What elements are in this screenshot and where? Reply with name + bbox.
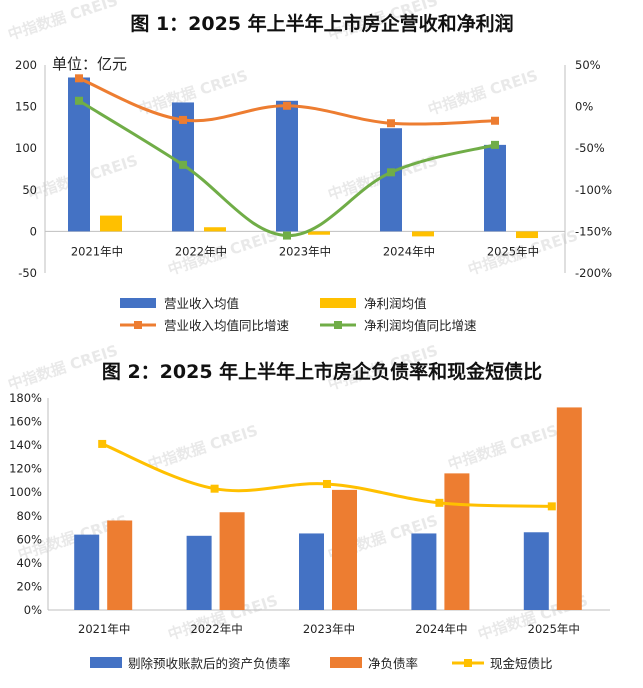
chart-1-legend-label: 净利润均值 [364, 296, 427, 311]
chart-2-legend-label: 现金短债比 [490, 656, 553, 671]
chart-2-y-tick-label: 100% [9, 485, 42, 499]
chart-2-axes [47, 398, 610, 611]
chart-1-y2-tick-label: -150% [575, 224, 612, 238]
chart-2-legend-marker [464, 659, 472, 667]
chart-2-lines [98, 439, 556, 511]
chart-1-x-tick-label: 2023年中 [279, 244, 331, 258]
chart-2-legend: 剔除预收账款后的资产负债率 净负债率 现金短债比 [90, 656, 553, 671]
chart-1-line-point [283, 101, 291, 110]
chart-1-line-point [491, 116, 499, 125]
chart-1-y2-tick-label: 50% [575, 58, 601, 72]
chart-1-ticks: 200 150 100 50 0 -50 50% 0% -50% -100% -150% -200% 2… [15, 58, 612, 280]
chart-2-legend-swatch [330, 657, 362, 668]
chart-1-y-tick-label: -50 [18, 266, 37, 280]
chart-1-line-point [387, 168, 395, 177]
watermark-text: 中指数据 CREIS [6, 0, 120, 44]
chart-1-line-point [75, 74, 83, 83]
chart-1-legend-label: 营业收入均值 [164, 296, 239, 311]
chart-1-line-point [491, 140, 499, 149]
watermark-text: 中指数据 CREIS [446, 421, 560, 473]
chart-1-bar [308, 231, 330, 235]
chart-1-y2-tick-label: -200% [575, 266, 612, 280]
chart-2-y-tick-label: 80% [16, 509, 42, 523]
chart-1-legend-marker [134, 321, 142, 329]
chart-2-ticks: 180% 160% 140% 120% 100% 80% 60% 40% 20% 0% 2021年中… [9, 391, 580, 636]
chart-1-x-tick-label: 2021年中 [71, 244, 123, 258]
chart-2-bar [556, 407, 582, 610]
chart-1-title: 图 1：2025 年上半年上市房企营收和净利润 [130, 12, 513, 35]
chart-2-line-point [323, 479, 331, 488]
watermark-text: 中指数据 CREIS [146, 421, 260, 473]
chart-2-y-tick-label: 20% [16, 579, 42, 593]
chart-1-legend-swatch [320, 298, 356, 308]
chart-1-legend-swatch [120, 298, 156, 308]
chart-1-x-tick-label: 2025年中 [487, 244, 539, 258]
chart-2-bar [107, 520, 133, 610]
chart-1-bar [100, 215, 122, 232]
chart-1-y-tick-label: 50 [22, 183, 37, 197]
watermark-text: 中指数据 CREIS [426, 66, 540, 118]
chart-2-line-point [547, 502, 556, 511]
chart-1-legend-label: 净利润均值同比增速 [364, 318, 477, 333]
chart-2-x-tick-label: 2022年中 [190, 622, 242, 636]
chart-2-bar [444, 473, 470, 610]
chart-1-bar [204, 227, 226, 232]
chart-1-y2-tick-label: -50% [575, 141, 605, 155]
chart-2-legend-swatch [90, 657, 122, 668]
chart-2-legend-label: 净负债率 [368, 656, 418, 671]
chart-2-y-tick-label: 180% [9, 391, 42, 405]
chart-2-title: 图 2：2025 年上半年上市房企负债率和现金短债比 [102, 360, 542, 383]
chart-2-bar [186, 535, 212, 610]
chart-1-legend-label: 营业收入均值同比增速 [164, 318, 290, 333]
chart-2-bar [332, 489, 357, 610]
chart-1-line-point [283, 231, 291, 240]
chart-2-bar [411, 533, 437, 610]
chart-1-y-tick-label: 200 [15, 58, 37, 72]
chart-1-bar [68, 77, 90, 232]
chart-2-line-point [210, 484, 219, 493]
chart-1-bar [412, 231, 434, 237]
chart-1-bar [484, 144, 506, 232]
chart-1-y2-tick-label: -100% [575, 183, 612, 197]
chart-2-x-tick-label: 2025年中 [528, 622, 580, 636]
chart-1-lines [75, 74, 499, 240]
chart-2-y-tick-label: 60% [16, 532, 42, 546]
chart-2-line-point [98, 439, 107, 448]
chart-1-line-point [75, 96, 83, 105]
chart-2: 图 2：2025 年上半年上市房企负债率和现金短债比 180%160%140%1… [9, 360, 610, 671]
chart-1-legend-marker [334, 321, 342, 329]
chart-2-x-tick-label: 2021年中 [78, 622, 130, 636]
chart-2-bar [74, 534, 100, 610]
chart-2-x-tick-label: 2024年中 [415, 622, 467, 636]
chart-1-y-tick-label: 150 [15, 100, 37, 114]
chart-1-y-tick-label: 0 [30, 224, 37, 238]
chart-2-y-tick-label: 140% [9, 438, 42, 452]
chart-2-y-tick-label: 120% [9, 462, 42, 476]
chart-2-x-tick-label: 2023年中 [303, 622, 355, 636]
chart-2-bar [219, 512, 245, 610]
chart-1-x-tick-label: 2022年中 [175, 244, 227, 258]
chart-2-bars [74, 407, 582, 610]
chart-2-y-tick-label: 160% [9, 415, 42, 429]
chart-2-line-point [435, 498, 444, 507]
chart-2-y-tick-label: 0% [24, 603, 42, 617]
chart-1-bar [380, 128, 402, 232]
chart-2-y-tick-label: 40% [16, 556, 42, 570]
chart-1-y2-tick-label: 0% [575, 100, 593, 114]
chart-2-bar [523, 532, 549, 610]
chart-1-unit-label: 单位：亿元 [52, 55, 127, 73]
chart-1-bar [276, 100, 298, 232]
chart-2-legend-label: 剔除预收账款后的资产负债率 [128, 656, 291, 671]
chart-1-line-point [179, 115, 187, 124]
chart-1-line-point [387, 119, 395, 128]
chart-1-x-tick-label: 2024年中 [383, 244, 435, 258]
chart-2-bar [299, 533, 324, 610]
chart-1: 图 1：2025 年上半年上市房企营收和净利润 单位：亿元 200 150 100 5… [15, 12, 612, 333]
chart-1-bar [516, 231, 538, 239]
chart-1-y-tick-label: 100 [15, 141, 37, 155]
chart-1-line-point [179, 160, 187, 169]
